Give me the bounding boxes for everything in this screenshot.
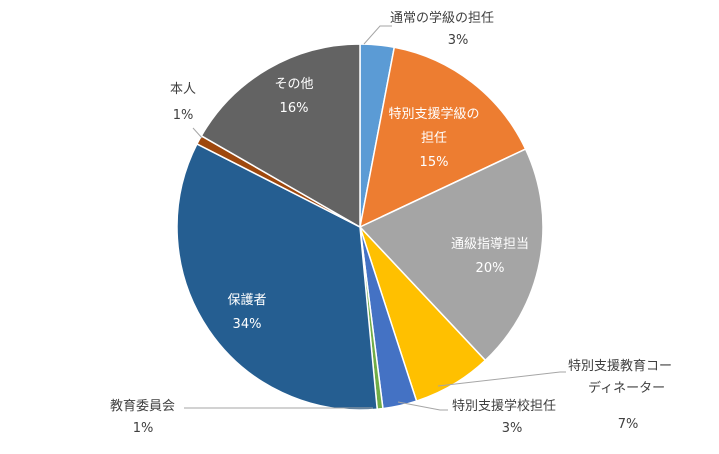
leader-line-3 (437, 371, 566, 387)
leader-line-7 (192, 127, 203, 139)
pie-slice-2 (358, 148, 544, 362)
slice-label-line: その他 (274, 77, 313, 92)
slice-percent: 34% (233, 317, 262, 332)
slice-label-8: その他 16% (274, 77, 313, 116)
slice-label-5: 教育委員会 1% (110, 398, 175, 436)
slice-percent: 1% (173, 108, 194, 123)
slice-label-line: 特別支援学級の (388, 106, 479, 122)
slice-label-line: 本人 (170, 82, 196, 97)
slice-percent: 20% (476, 261, 505, 276)
leader-line-0 (363, 25, 392, 45)
slice-percent: 3% (448, 33, 469, 48)
leader-line-4 (397, 401, 448, 411)
labels-layer: 通常の学級の担任 3% 特別支援学級の担任 15% 通級指導担当 20% 特別支援教育コーデ… (110, 10, 672, 436)
slice-label-line: 特別支援教育コー (568, 358, 672, 374)
pie-slice-1 (358, 46, 527, 229)
slice-label-line: 通常の学級の担任 (390, 10, 494, 26)
slice-percent: 16% (280, 101, 309, 116)
slice-label-0: 通常の学級の担任 3% (390, 10, 494, 48)
slice-label-2: 通級指導担当 20% (451, 237, 529, 276)
slice-label-line: ディネーター (588, 380, 665, 396)
slice-label-4: 特別支援学校担任 3% (452, 398, 556, 436)
pie-slice-8 (200, 43, 361, 229)
slice-percent: 1% (133, 421, 154, 436)
slice-percent: 3% (502, 421, 523, 436)
slice-percent: 15% (420, 155, 449, 170)
slices-layer (176, 43, 544, 411)
slice-percent: 7% (618, 417, 639, 432)
slice-label-7: 本人 1% (170, 82, 196, 123)
slice-label-1: 特別支援学級の担任 15% (388, 106, 479, 170)
slice-label-line: 特別支援学校担任 (452, 398, 556, 414)
leader-lines-layer (184, 25, 566, 411)
slice-label-line: 保護者 (227, 292, 266, 308)
slice-label-line: 教育委員会 (110, 398, 175, 414)
slice-label-3: 特別支援教育コーディネーター 7% (568, 358, 672, 432)
slice-label-6: 保護者 34% (227, 292, 266, 332)
slice-label-line: 通級指導担当 (451, 237, 529, 252)
slice-label-line: 担任 (421, 131, 447, 146)
